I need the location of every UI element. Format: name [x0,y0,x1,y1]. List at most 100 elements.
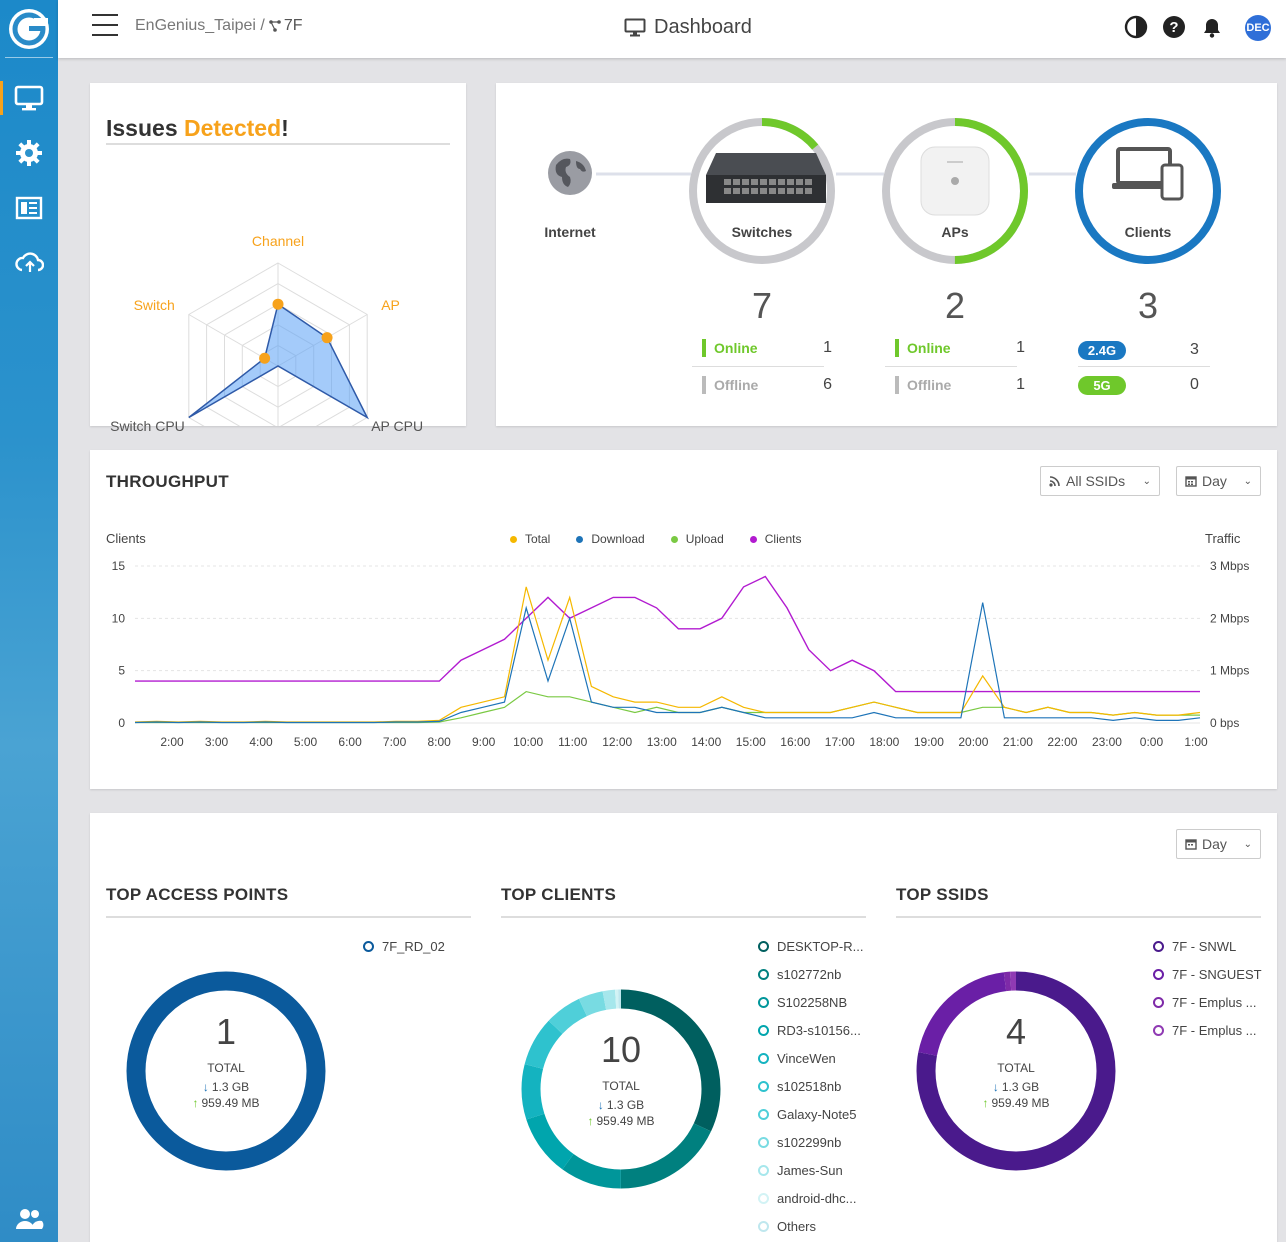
top-ssids-donut[interactable] [916,971,1116,1171]
switches-ring[interactable] [688,117,836,265]
right-axis-title: Traffic [1205,531,1241,546]
throughput-range-dropdown[interactable]: Day ⌄ [1176,466,1261,496]
legend-marker [1153,996,1164,1008]
engenius-logo[interactable] [8,8,50,50]
client-legend-item[interactable]: s102299nb [758,1128,863,1156]
radar-axis-label: AP [381,296,400,313]
legend-label: s102772nb [777,966,842,982]
top-header: EnGenius_Taipei / 7F Dashboard ? DEC [58,0,1286,58]
ap-upload-value: 959.49 MB [201,1096,260,1110]
top-access-points-donut[interactable] [126,971,326,1171]
sidebar-item-reports[interactable] [0,185,58,231]
arrow-up-icon: ↑ [587,1114,594,1128]
client-legend-item[interactable]: RD3-s10156... [758,1016,863,1044]
legend-label: 7F - SNGUEST [1172,966,1262,982]
clients-upload-value: 959.49 MB [596,1114,655,1128]
legend-label: s102299nb [777,1134,842,1150]
left-axis-title: Clients [106,531,146,546]
devices-icon [1112,147,1184,201]
client-legend-item[interactable]: S102258NB [758,988,863,1016]
legend-label: James-Sun [777,1162,843,1178]
top-usage-card: Day ⌄ TOP ACCESS POINTS TOP CLIENTS TOP … [90,813,1277,1242]
legend-marker [758,968,769,980]
client-legend-item[interactable]: android-dhc... [758,1184,863,1212]
client-legend-item[interactable]: DESKTOP-R... [758,932,863,960]
donut-slice[interactable] [521,989,721,1189]
menu-toggle-button[interactable] [92,14,118,36]
throughput-range-value: Day [1202,473,1227,489]
top-clients-donut[interactable] [521,989,721,1189]
breadcrumb-site[interactable]: EnGenius_Taipei / [135,17,265,34]
topology-card: Internet Switches 7 Online 1 Offline 6 APs… [496,83,1277,426]
client-legend-item[interactable]: s102518nb [758,1072,863,1100]
clients-stat-divider [1078,366,1210,367]
client-legend-item[interactable]: James-Sun [758,1156,863,1184]
y-tick-right: 1 Mbps [1210,664,1249,678]
legend-label: 7F - SNWL [1172,938,1237,954]
aps-ring[interactable] [881,117,1029,265]
client-legend-item[interactable]: VinceWen [758,1044,863,1072]
legend-item-upload[interactable]: Upload [670,532,724,546]
breadcrumb-floor-label: 7F [283,17,303,34]
legend-item-download[interactable]: Download [576,532,645,546]
donut-slice[interactable] [126,971,326,1171]
globe-icon[interactable] [546,149,594,197]
x-tick: 7:00 [383,735,407,749]
svg-text:?: ? [1169,19,1178,36]
user-avatar[interactable]: DEC [1245,15,1271,41]
aps-offline-label: Offline [907,377,952,393]
top-range-dropdown[interactable]: Day ⌄ [1176,829,1261,859]
sidebar [0,0,58,1242]
x-tick: 9:00 [472,735,496,749]
sidebar-item-cloud[interactable] [0,240,58,286]
ssid-legend-item[interactable]: 7F - SNGUEST [1153,960,1262,988]
client-legend-item[interactable]: Others [758,1212,863,1240]
ap-legend-item[interactable]: 7F_RD_02 [363,932,445,960]
theme-toggle-icon[interactable] [1124,15,1148,39]
donut-slice[interactable] [916,971,1116,1171]
internet-label: Internet [544,224,596,240]
ssid-legend-item[interactable]: 7F - Emplus ... [1153,1016,1262,1044]
clients-ring[interactable] [1074,117,1222,265]
ssids-total-count: 4 [1005,1011,1027,1052]
sidebar-item-users[interactable] [0,1196,58,1242]
x-tick: 20:00 [958,735,988,749]
x-tick: 18:00 [869,735,899,749]
donut-slice[interactable] [521,989,721,1189]
switches-label: Switches [731,224,793,240]
legend-label: android-dhc... [777,1190,857,1206]
x-tick: 16:00 [780,735,810,749]
client-legend-item[interactable]: Galaxy-Note5 [758,1100,863,1128]
radar-issue-marker[interactable] [259,352,271,364]
clients-count: 3 [1137,285,1159,326]
legend-item-clients[interactable]: Clients [749,532,801,546]
clients-label: Clients [1124,224,1172,240]
radar-issue-marker[interactable] [272,298,284,310]
sidebar-item-dashboard[interactable] [0,75,58,121]
y-tick-right: 3 Mbps [1210,559,1249,573]
legend-label: 7F_RD_02 [382,938,445,954]
switches-offline-row: Offline 6 [702,372,832,398]
aps-online-label: Online [907,340,951,356]
series-line-clients [135,575,1200,693]
ap-download-value: 1.3 GB [211,1080,250,1094]
donut-slice[interactable] [521,989,721,1189]
clients-band1-row: 2.4G 3 [1078,337,1208,363]
radar-issue-marker[interactable] [321,332,333,344]
legend-label: 7F - Emplus ... [1172,1022,1257,1038]
legend-item-total[interactable]: Total [510,532,550,546]
ap-upload-row: ↑ 959.49 MB [146,1096,306,1110]
breadcrumb-floor[interactable]: 7F [269,17,303,35]
legend-marker [758,1220,769,1232]
ssid-legend-item[interactable]: 7F - SNWL [1153,932,1262,960]
ssid-legend-item[interactable]: 7F - Emplus ... [1153,988,1262,1016]
bell-icon[interactable] [1200,15,1224,39]
radar-axis-label: Switch [133,296,175,313]
sidebar-item-settings[interactable] [0,130,58,176]
client-legend-item[interactable]: s102772nb [758,960,863,988]
y-tick-left: 10 [112,611,126,625]
ap-download-row: ↓ 1.3 GB [146,1080,306,1094]
ssid-filter-dropdown[interactable]: All SSIDs ⌄ [1040,466,1160,496]
help-icon[interactable]: ? [1162,15,1186,39]
